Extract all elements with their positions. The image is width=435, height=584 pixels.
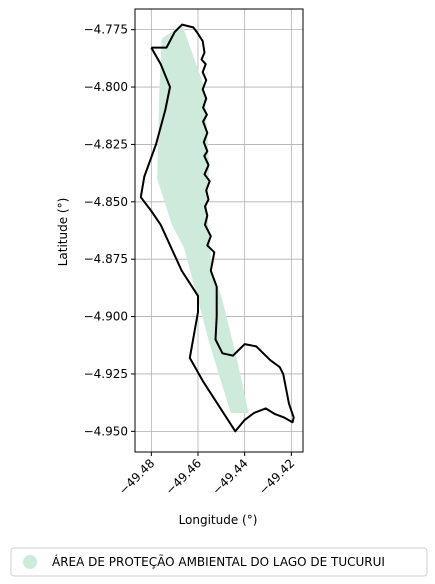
legend-marker-icon [23, 555, 37, 569]
y-tick-label: −4.775 [84, 23, 128, 37]
legend-label: ÁREA DE PROTEÇÃO AMBIENTAL DO LAGO DE TU… [52, 554, 385, 569]
y-tick-label: −4.950 [84, 424, 128, 438]
y-tick-label: −4.875 [84, 252, 128, 266]
protected-area-boundary [139, 23, 295, 433]
y-tick-label: −4.800 [84, 80, 128, 94]
y-tick-label: −4.825 [84, 137, 128, 151]
legend: ÁREA DE PROTEÇÃO AMBIENTAL DO LAGO DE TU… [10, 547, 428, 577]
y-tick-label: −4.850 [84, 195, 128, 209]
map-layer [139, 23, 295, 433]
legend-frame [10, 547, 428, 577]
axes-frame [134, 8, 304, 453]
y-axis-label: Latitude (°) [56, 198, 70, 267]
y-axis-ticks: −4.775 −4.800 −4.825 −4.850 −4.875 −4.900 −4.9… [84, 23, 135, 438]
x-axis-label: Longitude (°) [179, 513, 258, 527]
protected-area-fill [157, 24, 249, 413]
y-tick-label: −4.900 [84, 310, 128, 324]
y-tick-label: −4.925 [84, 367, 128, 381]
